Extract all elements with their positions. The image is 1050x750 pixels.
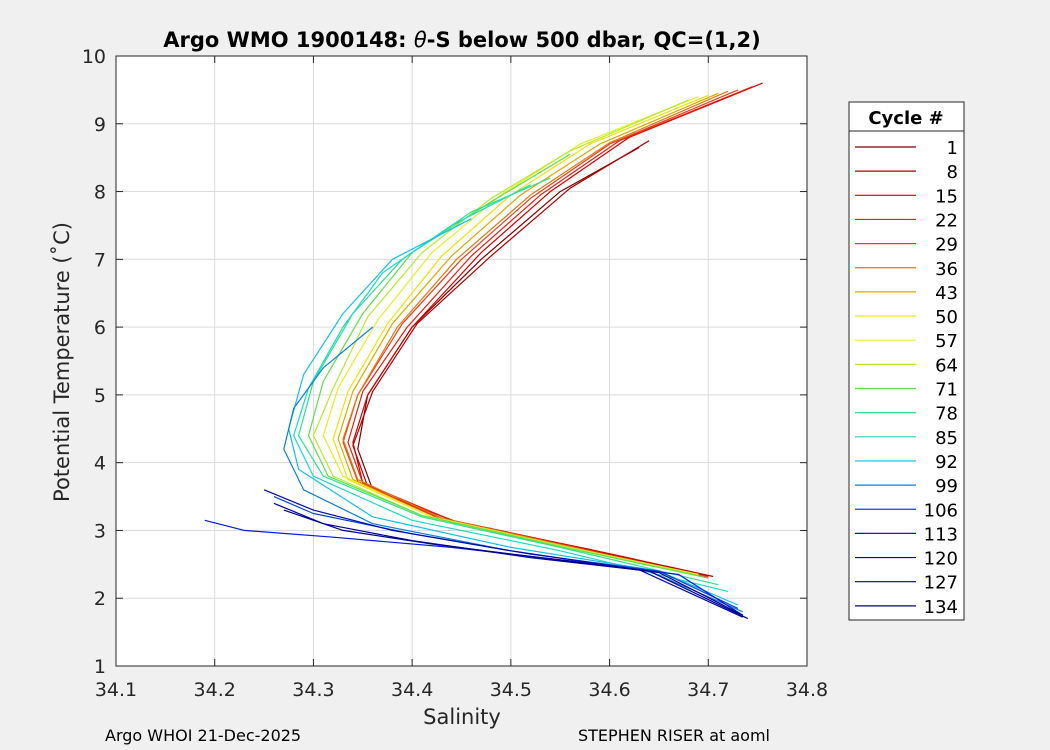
legend-label-cycle-43: 43 (935, 283, 958, 304)
y-tick-label: 5 (94, 385, 106, 407)
footer-right: STEPHEN RISER at aoml (578, 726, 770, 745)
y-tick-label: 6 (94, 317, 106, 339)
x-tick-label: 34.8 (786, 679, 828, 701)
legend: Cycle # 18152229364350576471788592991061… (848, 101, 965, 621)
y-tick-label: 1 (94, 656, 106, 678)
y-tick-label: 8 (94, 182, 106, 204)
series-line-cycle-71 (307, 153, 709, 579)
x-tick-label: 34.3 (292, 679, 334, 701)
y-tick-label: 4 (94, 453, 106, 475)
footer-left: Argo WHOI 21-Dec-2025 (105, 726, 301, 745)
chart-title: Argo WMO 1900148: θ-S below 500 dbar, QC… (163, 28, 760, 52)
series-line-cycle-85 (293, 184, 729, 592)
series-lines (204, 82, 763, 620)
series-line-cycle-36 (342, 90, 729, 577)
legend-label-cycle-8: 8 (947, 162, 958, 183)
axis-ticks: 34.1 34.2 34.3 34.4 34.5 34.6 34.7 34.8 1 2 3 4 5 6 7 8… (82, 46, 828, 701)
y-tick-label: 10 (82, 46, 106, 68)
legend-label-cycle-15: 15 (935, 186, 958, 207)
y-tick-label: 2 (94, 588, 106, 610)
title-suffix: -S below 500 dbar, QC=(1,2) (427, 28, 761, 52)
x-tick-label: 34.4 (391, 679, 433, 701)
legend-label-cycle-50: 50 (935, 307, 958, 328)
legend-label-cycle-57: 57 (935, 331, 958, 352)
x-tick-label: 34.7 (687, 679, 729, 701)
x-tick-label: 34.6 (588, 679, 630, 701)
x-tick-label: 34.1 (95, 679, 137, 701)
legend-label-cycle-120: 120 (924, 549, 958, 570)
plot-area (116, 56, 807, 666)
title-theta-symbol: θ (414, 28, 427, 52)
y-tick-label: 3 (94, 520, 106, 542)
legend-label-cycle-1: 1 (947, 138, 958, 159)
y-tick-label: 7 (94, 249, 106, 271)
series-line-cycle-120 (263, 489, 744, 618)
legend-label-cycle-92: 92 (935, 452, 958, 473)
legend-label-cycle-85: 85 (935, 428, 958, 449)
legend-label-cycle-64: 64 (935, 355, 958, 376)
title-prefix: Argo WMO 1900148: (163, 28, 414, 52)
plot-frame (115, 55, 808, 667)
legend-label-cycle-106: 106 (924, 500, 958, 521)
series-line-cycle-92 (288, 218, 739, 606)
x-axis-label: Salinity (423, 705, 501, 729)
legend-label-cycle-113: 113 (924, 524, 958, 545)
legend-label-cycle-29: 29 (935, 235, 958, 256)
legend-entries: 1 8 15 22 29 36 43 50 57 64 71 78 85 92 99 106 113 120 127… (855, 138, 958, 618)
legend-label-cycle-78: 78 (935, 404, 958, 425)
x-tick-label: 34.5 (490, 679, 532, 701)
series-line-cycle-134 (283, 509, 744, 616)
legend-label-cycle-127: 127 (924, 573, 958, 594)
x-tick-label: 34.2 (194, 679, 236, 701)
legend-label-cycle-99: 99 (935, 476, 958, 497)
legend-label-cycle-134: 134 (924, 597, 958, 618)
y-axis-label: Potential Temperature (˚C) (50, 222, 74, 502)
legend-label-cycle-22: 22 (935, 210, 958, 231)
series-line-cycle-113 (204, 519, 744, 616)
legend-label-cycle-36: 36 (935, 259, 958, 280)
legend-title: Cycle # (868, 108, 943, 129)
legend-label-cycle-71: 71 (935, 380, 958, 401)
y-tick-label: 9 (94, 114, 106, 136)
